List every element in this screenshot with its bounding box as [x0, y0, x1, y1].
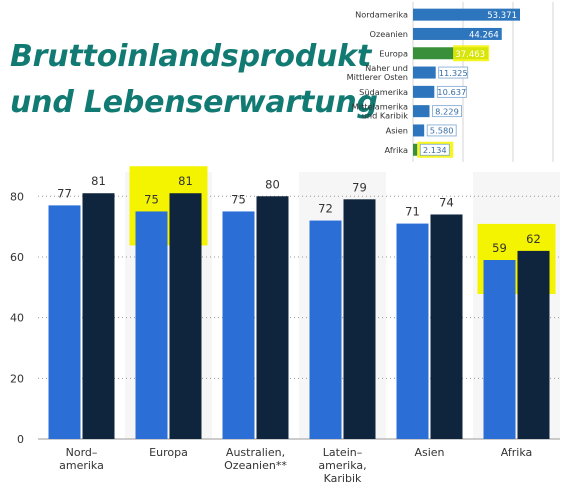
gdp-category-label-mittelamerika-und-karibik: Mittelamerika und Karibik	[352, 102, 409, 121]
gdp-bar-naher-und-mittlerer-osten	[413, 66, 436, 79]
life-value-label-afrika-series-1: 59	[492, 241, 507, 255]
gdp-value-box-naher-und-mittlerer-osten	[438, 66, 469, 79]
title-line-2: und Lebenserwartung	[10, 85, 378, 120]
life-value-label-asien-series-1: 71	[405, 205, 420, 219]
life-bar-afrika-series-2	[517, 250, 550, 439]
life-bar-nord-amerika-series-2	[82, 193, 115, 439]
life-y-tick-label-0: 0	[17, 433, 24, 446]
gdp-bar-mittelamerika-und-karibik	[413, 105, 430, 118]
gdp-value-label-ozeanien: 44.264	[469, 30, 499, 40]
gdp-bar-chart: Nordamerika 53.371 Ozeanien 44.264 Europa 37.…	[347, 2, 554, 162]
gdp-value-box-südamerika	[436, 85, 467, 98]
gdp-value-box-asien	[426, 124, 457, 137]
gdp-highlight-europa	[453, 45, 490, 62]
gdp-bar-nordamerika	[413, 8, 520, 21]
gdp-value-label-mittelamerika-und-karibik: 8.229	[435, 106, 459, 116]
life-y-tick-label-40: 40	[10, 312, 24, 325]
life-value-label-australien-ozeanien-series-1: 75	[231, 192, 246, 206]
gdp-value-box-afrika	[419, 143, 450, 156]
title-line-1: Bruttoinlandsprodukt	[10, 39, 372, 74]
gdp-category-label-ozeanien: Ozeanien	[370, 29, 409, 39]
life-category-label-latein-amerika-karibik: Latein– amerika, Karibik	[318, 446, 366, 485]
gdp-bar-ozeanien	[413, 27, 502, 40]
life-bar-australien-ozeanien-series-1	[222, 211, 255, 439]
gdp-category-label-europa: Europa	[379, 48, 408, 58]
gdp-value-box-mittelamerika-und-karibik	[432, 105, 462, 118]
gdp-bar-südamerika	[413, 85, 435, 98]
gdp-bar-asien	[413, 124, 425, 137]
life-category-label-asien: Asien	[414, 446, 444, 459]
gdp-category-label-nordamerika: Nordamerika	[355, 10, 408, 20]
life-value-label-europa-series-2: 81	[178, 174, 193, 188]
gdp-value-label-asien: 5.580	[430, 126, 454, 136]
gdp-value-label-naher-und-mittlerer-osten: 11.325	[439, 68, 468, 78]
life-value-label-australien-ozeanien-series-2: 80	[265, 177, 280, 191]
gdp-value-label-nordamerika: 53.371	[487, 11, 517, 21]
gdp-category-label-südamerika: Südamerika	[359, 87, 408, 97]
life-category-label-australien-ozeanien: Australien, Ozeanien**	[224, 446, 287, 472]
life-bar-nord-amerika-series-1	[48, 205, 81, 439]
life-category-label-europa: Europa	[149, 446, 188, 459]
life-bar-europa-series-1	[135, 211, 168, 439]
gdp-value-label-südamerika: 10.637	[437, 87, 466, 97]
life-bar-latein-amerika-karibik-series-2	[343, 199, 376, 439]
life-category-label-afrika: Afrika	[501, 446, 533, 459]
life-bar-afrika-series-1	[483, 259, 516, 439]
life-y-tick-label-80: 80	[10, 190, 24, 203]
life-value-label-europa-series-1: 75	[144, 192, 159, 206]
gdp-category-label-naher-und-mittlerer-osten: Naher und Mittlerer Osten	[347, 63, 408, 82]
life-bar-australien-ozeanien-series-2	[256, 196, 289, 439]
life-value-label-nord-amerika-series-1: 77	[57, 186, 72, 200]
gdp-value-label-europa: 37.463	[455, 50, 485, 60]
life-value-label-latein-amerika-karibik-series-1: 72	[318, 202, 333, 216]
gdp-category-label-asien: Asien	[386, 125, 408, 135]
gdp-value-label-afrika: 2.134	[423, 145, 447, 155]
life-bar-asien-series-1	[396, 223, 429, 439]
life-bar-latein-amerika-karibik-series-1	[309, 220, 342, 439]
life-value-label-nord-amerika-series-2: 81	[91, 174, 106, 188]
life-value-label-afrika-series-2: 62	[526, 232, 541, 246]
life-bar-asien-series-2	[430, 214, 463, 439]
life-bar-europa-series-2	[169, 193, 202, 439]
gdp-bar-afrika	[413, 143, 418, 156]
life-y-tick-label-20: 20	[10, 372, 24, 385]
life-y-tick-label-60: 60	[10, 251, 24, 264]
life-value-label-asien-series-2: 74	[439, 195, 454, 209]
life-value-label-latein-amerika-karibik-series-2: 79	[352, 180, 367, 194]
life-category-label-nord-amerika: Nord– amerika	[59, 446, 104, 472]
gdp-category-label-afrika: Afrika	[385, 145, 408, 155]
